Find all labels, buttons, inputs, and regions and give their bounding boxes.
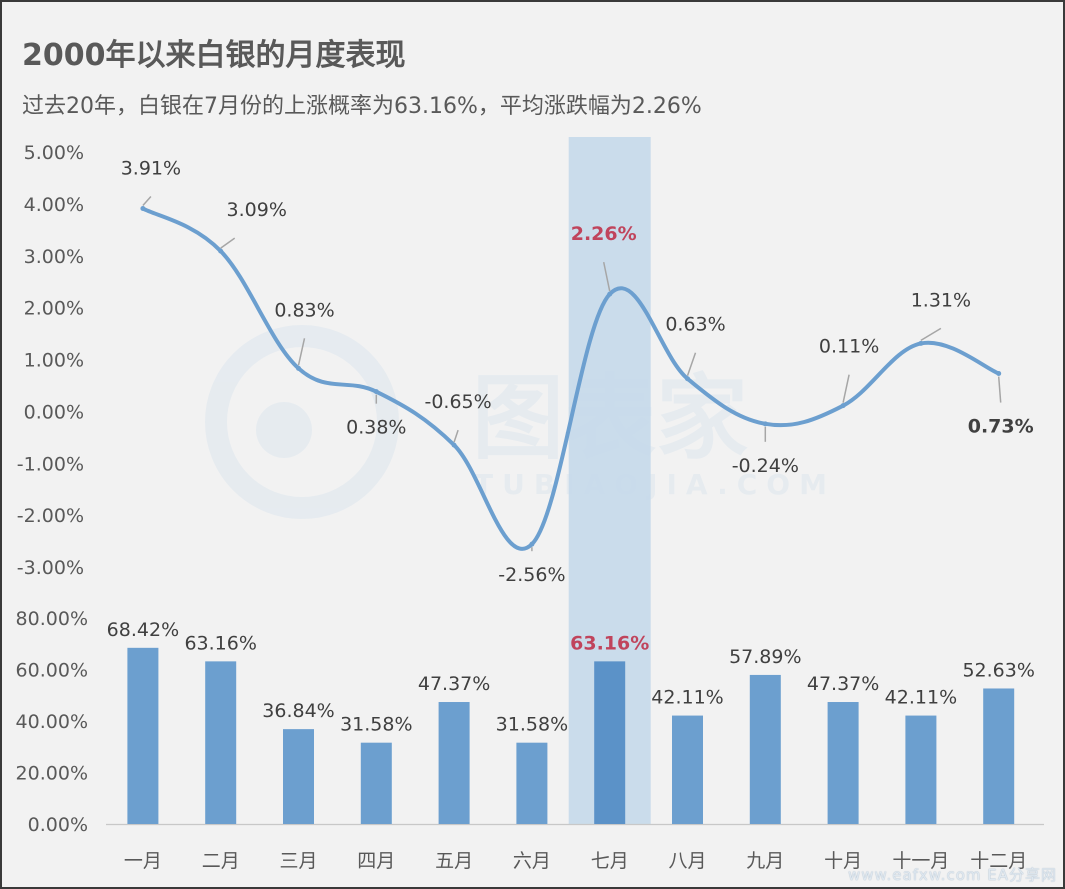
line-data-label: 1.31% xyxy=(911,289,971,311)
line-data-label: -2.56% xyxy=(498,564,565,586)
x-category-label: 八月 xyxy=(668,850,706,872)
bar-data-label: 63.16% xyxy=(184,632,256,654)
line-y-tick-label: 1.00% xyxy=(24,350,84,372)
line-y-tick-label: 4.00% xyxy=(24,194,84,216)
bar-y-tick-label: 80.00% xyxy=(16,608,88,630)
data-label-leader xyxy=(842,374,850,403)
data-label-leader xyxy=(453,429,459,443)
line-point xyxy=(451,442,457,448)
line-data-label: 0.73% xyxy=(968,416,1034,438)
bar xyxy=(205,661,237,824)
bar-y-tick-label: 20.00% xyxy=(16,763,88,785)
data-label-leader xyxy=(997,376,1002,403)
bar-data-label: 57.89% xyxy=(729,646,801,668)
data-label-leader xyxy=(920,327,942,342)
bar-data-label: 42.11% xyxy=(651,687,723,709)
bar-data-label: 47.37% xyxy=(807,673,879,695)
bar-series xyxy=(127,647,1015,824)
line-y-tick-label: 3.00% xyxy=(24,246,84,268)
bar xyxy=(360,742,392,824)
bar-data-label: 63.16% xyxy=(570,632,649,654)
bar xyxy=(127,647,159,824)
line-data-label: -0.24% xyxy=(732,455,799,477)
x-category-label: 十一月 xyxy=(892,850,949,872)
x-category-label: 三月 xyxy=(279,850,317,872)
bar-data-label: 36.84% xyxy=(262,700,334,722)
bar xyxy=(672,715,703,824)
line-data-label: 3.91% xyxy=(121,158,181,180)
bar-data-label: 42.11% xyxy=(885,687,957,709)
x-category-label: 七月 xyxy=(591,850,629,872)
line-y-tick-label: -2.00% xyxy=(17,505,84,527)
line-point xyxy=(840,403,846,409)
bar xyxy=(905,715,937,824)
line-data-label: -0.65% xyxy=(424,391,491,413)
x-category-label: 一月 xyxy=(124,850,162,872)
watermark-head-icon xyxy=(205,325,399,519)
x-category-label: 四月 xyxy=(357,850,395,872)
line-point xyxy=(373,389,379,395)
line-y-tick-label: 5.00% xyxy=(24,142,84,164)
data-label-leader xyxy=(142,196,152,207)
bar-y-tick-label: 60.00% xyxy=(16,660,88,682)
line-point xyxy=(918,340,924,346)
watermark-eye-icon xyxy=(256,402,312,458)
line-data-label: 0.83% xyxy=(274,299,334,321)
data-label-leader xyxy=(220,237,236,249)
line-point xyxy=(218,248,224,254)
line-point xyxy=(762,421,768,427)
line-data-label: 0.63% xyxy=(665,314,725,336)
bar xyxy=(827,702,859,824)
footer-watermark: www.eafxw.com EA分享网 xyxy=(848,866,1057,884)
bar-y-tick-label: 0.00% xyxy=(28,814,88,836)
x-category-label: 十二月 xyxy=(970,850,1027,872)
line-y-tick-label: -3.00% xyxy=(17,557,84,579)
line-point xyxy=(296,365,301,371)
chart-title: 2000年以来白银的月度表现 xyxy=(22,38,406,73)
data-label-leader xyxy=(686,352,697,376)
bar xyxy=(983,688,1015,824)
x-category-label: 六月 xyxy=(513,850,551,872)
bar-data-label: 68.42% xyxy=(107,619,179,641)
line-series xyxy=(140,206,1002,551)
line-y-tick-label: 2.00% xyxy=(24,298,84,320)
chart-subtitle: 过去20年，白银在7月份的上涨概率为63.16%，平均涨跌幅为2.26% xyxy=(22,94,702,119)
line-point xyxy=(996,371,1002,377)
line-point xyxy=(685,376,690,382)
line-y-tick-label: 0.00% xyxy=(24,401,84,423)
bar-data-label: 52.63% xyxy=(962,659,1034,681)
watermark-logo: 图表家 TUBIAOJIA.COM xyxy=(205,325,827,519)
line-point xyxy=(607,291,613,297)
bar xyxy=(749,674,781,824)
line-data-label: 0.11% xyxy=(819,336,879,358)
line-data-label: 3.09% xyxy=(227,199,287,221)
bar-data-label: 47.37% xyxy=(418,673,490,695)
bar xyxy=(594,661,626,824)
x-category-label: 十月 xyxy=(824,850,862,872)
bar-y-tick-label: 40.00% xyxy=(16,711,88,733)
x-category-label: 九月 xyxy=(746,850,784,872)
bar xyxy=(283,729,314,824)
bar xyxy=(516,742,548,824)
line-point xyxy=(529,541,535,547)
line-data-label: 2.26% xyxy=(571,223,637,245)
bar xyxy=(438,702,470,824)
line-data-label: 0.38% xyxy=(346,417,406,439)
line-y-tick-label: -1.00% xyxy=(17,453,84,475)
bar-data-label: 31.58% xyxy=(340,714,412,736)
axis-layer: 5.00% 4.00% 3.00% 2.00% 1.00% 0.00% -1.00% -2.0… xyxy=(16,142,1044,872)
data-label-leader xyxy=(602,261,611,292)
data-label-leader xyxy=(297,338,306,366)
x-category-label: 二月 xyxy=(202,850,240,872)
line-point xyxy=(140,206,146,212)
data-label-layer: 68.42%63.16%36.84%31.58%47.37%31.58%63.1… xyxy=(107,158,1035,736)
x-category-label: 五月 xyxy=(435,850,473,872)
bar-data-label: 31.58% xyxy=(496,714,568,736)
